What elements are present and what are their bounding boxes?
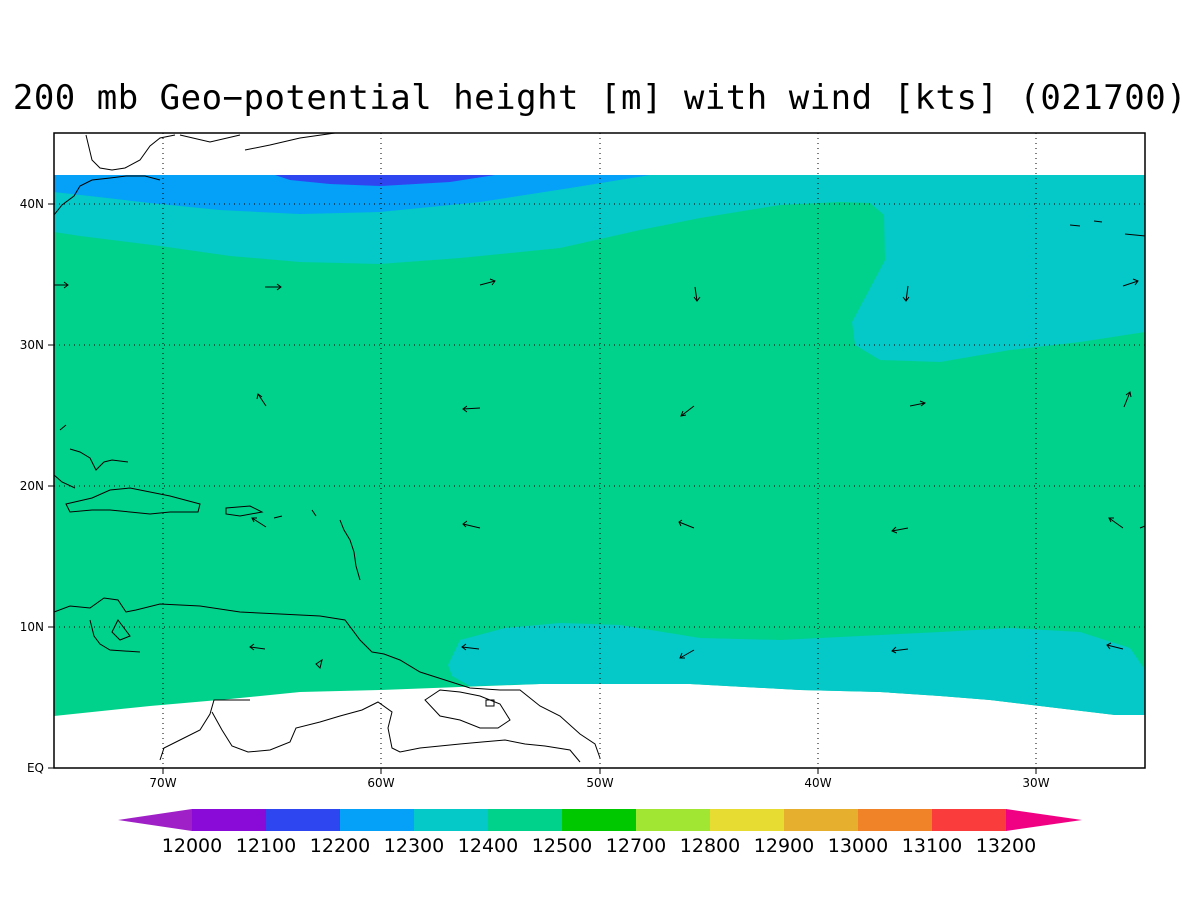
wind-arrow — [891, 646, 909, 654]
lat-label-40n: 40N — [20, 197, 44, 211]
wind-arrow — [479, 278, 496, 286]
wind-arrow — [902, 285, 910, 302]
colorbar-low-extension — [118, 809, 192, 831]
colorbar-label: 12500 — [532, 835, 592, 857]
colorbar-label: 12900 — [754, 835, 814, 857]
colorbar-label: 12400 — [458, 835, 518, 857]
lat-label-20n: 20N — [20, 479, 44, 493]
colorbar-label: 12300 — [384, 835, 444, 857]
colorbar-label: 12000 — [162, 835, 222, 857]
colorbar-label: 12700 — [606, 835, 666, 857]
colorbar: 12000 12100 12200 12300 12400 12500 1270… — [118, 809, 1082, 857]
lon-labels: 70W 60W 50W 40W 30W — [149, 776, 1049, 790]
colorbar-swatch — [932, 809, 1006, 831]
map-title: 200 mb Geo−potential height [m] with win… — [12, 78, 1188, 118]
coastlines — [54, 133, 1145, 763]
colorbar-label: 13100 — [902, 835, 962, 857]
colorbar-swatch — [414, 809, 488, 831]
colorbar-swatch — [710, 809, 784, 831]
wind-arrow — [462, 520, 481, 529]
wind-arrow — [693, 286, 701, 302]
lon-label-70w: 70W — [149, 776, 176, 790]
contour-fill-12300-12400-south — [448, 623, 1145, 715]
lat-label-eq: EQ — [27, 761, 44, 775]
lon-label-40w: 40W — [804, 776, 831, 790]
graticule — [54, 133, 1145, 768]
wind-arrow — [1108, 517, 1124, 529]
colorbar-swatch — [636, 809, 710, 831]
wind-arrow — [1139, 525, 1145, 529]
lat-label-10n: 10N — [20, 620, 44, 634]
wind-arrow — [462, 405, 481, 413]
wind-arrow — [679, 649, 695, 659]
contour-fill-12200-12300 — [54, 175, 650, 214]
wind-arrow — [249, 643, 266, 651]
contour-fill-12100-12200 — [275, 175, 495, 186]
lon-label-30w: 30W — [1022, 776, 1049, 790]
wind-arrow — [461, 643, 480, 651]
wind-arrow — [909, 400, 927, 407]
wind-arrow — [1122, 278, 1139, 287]
wind-arrow — [1106, 642, 1124, 650]
lat-label-30n: 30N — [20, 338, 44, 352]
wind-arrow — [251, 517, 267, 528]
colorbar-label: 12200 — [310, 835, 370, 857]
lat-labels: 40N 30N 20N 10N EQ — [20, 197, 44, 775]
lon-label-60w: 60W — [367, 776, 394, 790]
wind-vectors — [54, 278, 1145, 659]
lon-label-50w: 50W — [586, 776, 613, 790]
height-field — [54, 133, 1145, 768]
wind-arrow — [1123, 391, 1132, 408]
colorbar-swatch — [858, 809, 932, 831]
wind-arrow — [54, 281, 69, 289]
colorbar-swatch — [192, 809, 266, 831]
wind-arrow — [891, 526, 909, 534]
colorbar-swatch — [562, 809, 636, 831]
colorbar-label: 12800 — [680, 835, 740, 857]
wind-arrow — [680, 405, 695, 417]
colorbar-swatch — [266, 809, 340, 831]
colorbar-label: 12100 — [236, 835, 296, 857]
colorbar-label: 13200 — [976, 835, 1036, 857]
wind-arrow — [265, 283, 282, 291]
colorbar-swatch — [340, 809, 414, 831]
colorbar-swatch — [784, 809, 858, 831]
contour-fill-12300-12400-north — [54, 175, 1145, 362]
colorbar-label: 13000 — [828, 835, 888, 857]
wind-arrow — [256, 393, 267, 407]
colorbar-high-extension — [1006, 809, 1082, 831]
colorbar-swatch — [488, 809, 562, 831]
wind-arrow — [678, 519, 695, 529]
